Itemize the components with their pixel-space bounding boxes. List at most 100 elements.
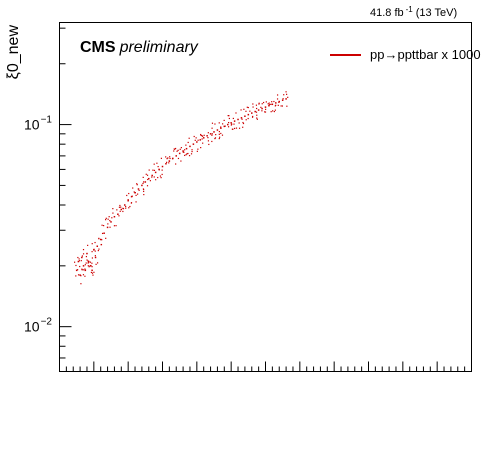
scatter-point [78,258,80,260]
scatter-point [262,101,265,104]
scatter-point [133,191,135,193]
scatter-point [174,147,177,150]
scatter-point [87,260,89,262]
scatter-point [169,157,171,160]
scatter-point [78,260,81,262]
scatter-point [101,239,103,241]
scatter-point [281,99,284,101]
scatter-point [93,248,95,250]
y-axis: 10−110−2 [24,27,72,372]
scatter-point [87,262,89,264]
scatter-point [267,103,269,105]
scatter-point [211,133,213,135]
scatter-point [160,177,162,179]
scatter-point [136,184,138,186]
scatter-point [119,210,121,212]
scatter-point [196,150,198,152]
scatter-point [272,110,274,112]
scatter-point [265,101,267,103]
scatter-point [274,109,276,111]
scatter-point [278,101,280,103]
scatter-point [232,128,234,130]
scatter-point [268,102,270,104]
scatter-point [148,177,150,180]
scatter-point [145,173,147,175]
scatter-point [197,139,199,141]
scatter-point [237,118,239,121]
scatter-point [256,107,258,110]
scatter-point [218,137,220,140]
scatter-point [220,126,222,128]
scatter-point [77,256,79,259]
scatter-point [86,252,88,255]
scatter-point [104,219,107,221]
scatter-point [99,238,102,241]
scatter-point [264,108,267,110]
scatter-point [143,188,145,191]
legend: pp→ppttbar x 1000 [330,47,481,62]
scatter-point [112,208,114,210]
scatter-point [88,266,90,268]
scatter-point [240,117,243,119]
scatter-point [261,107,263,110]
scatter-point [188,155,191,157]
scatter-point [233,123,235,125]
scatter-point [89,261,92,263]
scatter-point [224,125,226,127]
scatter-point [143,190,145,193]
scatter-point [238,127,241,129]
scatter-point [111,217,113,219]
scatter-point [256,118,258,120]
scatter-point [193,135,195,138]
scatter-point [222,123,224,125]
scatter-point [206,135,208,137]
scatter-point [125,205,127,208]
scatter-point [113,225,116,227]
scatter-point [211,127,213,129]
scatter-point [91,272,94,274]
scatter-point [127,199,129,201]
scatter-point [261,103,263,105]
scatter-point [105,217,107,219]
scatter-point [187,152,189,155]
scatter-point [218,122,220,124]
scatter-point [184,149,186,151]
scatter-point [199,139,202,141]
scatter-point [235,127,238,129]
scatter-point [126,194,128,197]
scatter-point [143,193,145,196]
scatter-point [82,265,85,267]
scatter-point [243,108,245,110]
scatter-point [120,208,123,211]
scatter-point [103,225,105,227]
scatter-point [276,94,279,96]
scatter-point [148,169,150,171]
scatter-point [200,147,202,149]
scatter-point [233,120,236,122]
scatter-point [77,269,79,271]
scatter-point [82,269,84,271]
scatter-point [235,112,237,114]
scatter-point [138,189,140,191]
scatter-point [173,150,175,152]
scatter-point [85,262,87,264]
scatter-point [175,155,177,157]
scatter-point [165,156,167,158]
scatter-point [200,134,202,136]
scatter-point [175,163,177,165]
scatter-point [161,165,164,168]
scatter-point [232,117,234,120]
scatter-point [120,206,122,208]
scatter-point [91,269,93,272]
scatter-point [75,275,77,277]
legend-label: pp→ppttbar x 1000 [370,47,481,62]
scatter-point [264,111,266,113]
scatter-point [223,125,226,128]
scatter-point [79,274,81,276]
scatter-point [197,148,199,150]
cms-label-italic: preliminary [119,39,199,56]
scatter-point [242,126,244,128]
y-tick-label-base: 10 [24,319,40,335]
scatter-point [214,137,216,140]
scatter-point [128,192,130,195]
